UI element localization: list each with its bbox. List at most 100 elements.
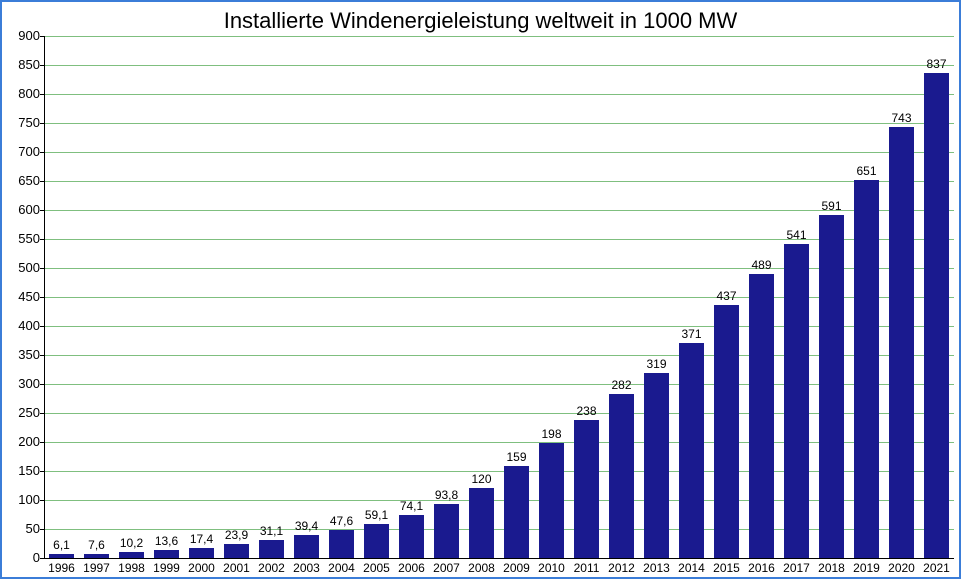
bar [504,466,529,558]
gridline [44,529,954,530]
ytick-label: 350 [10,347,40,362]
ytick-label: 650 [10,173,40,188]
bar [294,535,319,558]
gridline [44,471,954,472]
plot-area [44,36,954,558]
xtick-label: 1998 [118,561,145,575]
gridline [44,384,954,385]
bar [924,73,949,558]
gridline [44,94,954,95]
xtick-label: 2009 [503,561,530,575]
bar-value-label: 31,1 [260,524,283,538]
ytick-label: 100 [10,492,40,507]
ytick-label: 50 [10,521,40,536]
xtick-label: 2002 [258,561,285,575]
ytick-label: 150 [10,463,40,478]
xtick-label: 2015 [713,561,740,575]
bar-value-label: 489 [751,258,771,272]
bar [154,550,179,558]
bar-value-label: 47,6 [330,514,353,528]
bar-value-label: 10,2 [120,536,143,550]
xtick-label: 2006 [398,561,425,575]
bar-value-label: 39,4 [295,519,318,533]
bar-value-label: 23,9 [225,528,248,542]
gridline [44,413,954,414]
bar [224,544,249,558]
ytick-label: 800 [10,86,40,101]
xtick-label: 2010 [538,561,565,575]
bar-value-label: 319 [646,357,666,371]
bar-value-label: 837 [926,57,946,71]
ytick-label: 500 [10,260,40,275]
ytick-label: 200 [10,434,40,449]
xtick-label: 2001 [223,561,250,575]
bar [189,548,214,558]
bar [329,530,354,558]
bar [539,443,564,558]
gridline [44,181,954,182]
gridline [44,65,954,66]
bar-value-label: 371 [681,327,701,341]
gridline [44,123,954,124]
y-axis [44,36,45,558]
bar [434,504,459,558]
x-axis [44,558,954,559]
bar [609,394,634,558]
bar-value-label: 59,1 [365,508,388,522]
bar-value-label: 743 [891,111,911,125]
bar-value-label: 541 [786,228,806,242]
xtick-label: 1996 [48,561,75,575]
gridline [44,442,954,443]
xtick-label: 2013 [643,561,670,575]
bar-value-label: 282 [611,378,631,392]
bar [574,420,599,558]
bar [749,274,774,558]
bar [889,127,914,558]
bar [784,244,809,558]
ytick-label: 450 [10,289,40,304]
xtick-label: 2007 [433,561,460,575]
xtick-label: 1997 [83,561,110,575]
bar [679,343,704,558]
xtick-label: 2017 [783,561,810,575]
gridline [44,210,954,211]
xtick-label: 2019 [853,561,880,575]
chart-title: Installierte Windenergieleistung weltwei… [2,8,959,34]
ytick-label: 400 [10,318,40,333]
bar-value-label: 198 [541,427,561,441]
ytick-label: 850 [10,57,40,72]
xtick-label: 2018 [818,561,845,575]
bar [644,373,669,558]
bar [854,180,879,558]
bar-value-label: 6,1 [53,538,70,552]
bar-value-label: 17,4 [190,532,213,546]
bar [399,515,424,558]
bar-value-label: 437 [716,289,736,303]
bar-value-label: 591 [821,199,841,213]
xtick-label: 2005 [363,561,390,575]
ytick-label: 700 [10,144,40,159]
ytick-label: 900 [10,28,40,43]
xtick-label: 2000 [188,561,215,575]
gridline [44,297,954,298]
xtick-label: 2020 [888,561,915,575]
ytick-label: 550 [10,231,40,246]
bar-value-label: 651 [856,164,876,178]
gridline [44,355,954,356]
chart-frame: Installierte Windenergieleistung weltwei… [0,0,961,579]
xtick-label: 2011 [574,561,600,575]
ytick-label: 0 [10,550,40,565]
gridline [44,268,954,269]
bar [714,305,739,558]
xtick-label: 2016 [748,561,775,575]
gridline [44,500,954,501]
ytick-label: 750 [10,115,40,130]
xtick-label: 2004 [328,561,355,575]
gridline [44,239,954,240]
ytick-label: 600 [10,202,40,217]
bar [259,540,284,558]
bar-value-label: 120 [471,472,491,486]
bar-value-label: 13,6 [155,534,178,548]
xtick-label: 2003 [293,561,320,575]
gridline [44,36,954,37]
